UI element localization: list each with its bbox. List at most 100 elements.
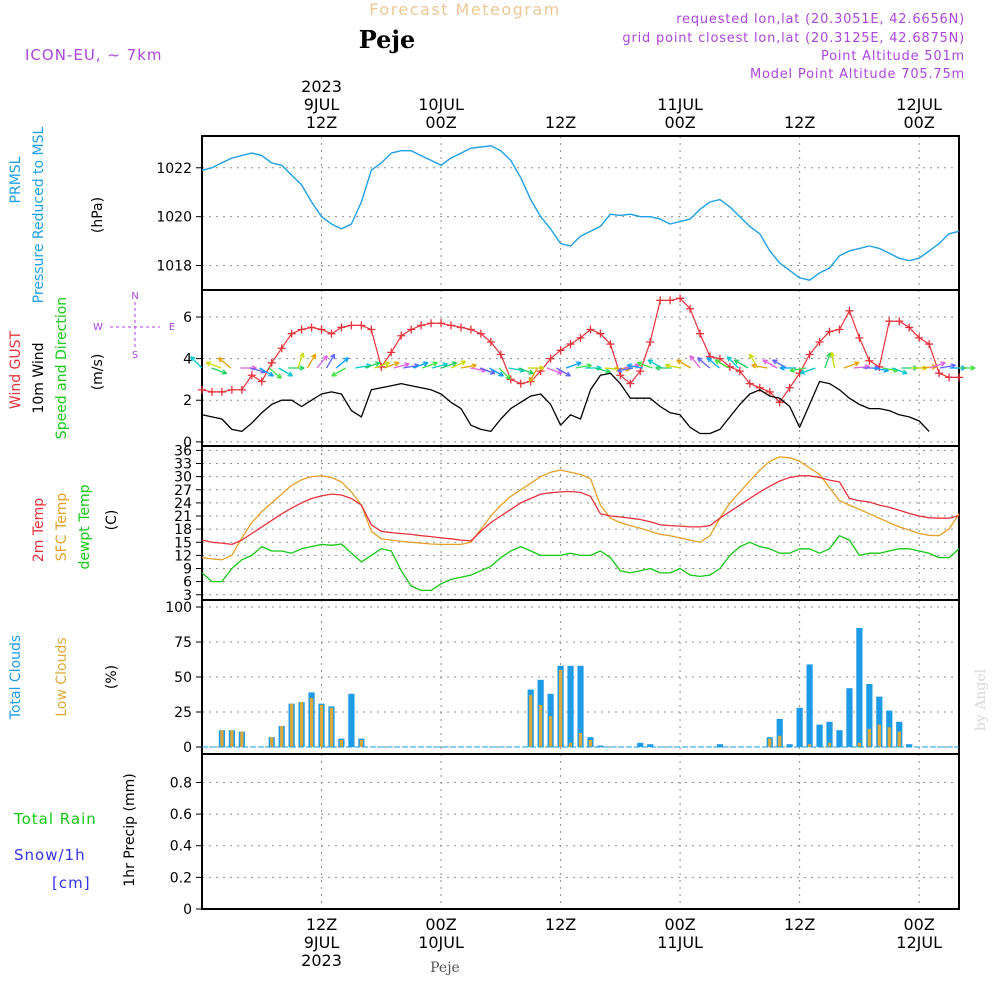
wind-arrow-head [394, 361, 400, 367]
low-cloud-bar [319, 705, 324, 747]
gust-point [297, 325, 306, 334]
wind-arrow-head [190, 356, 196, 362]
gust-point [735, 367, 744, 376]
wind-panel: 0 2 4 6 Wind GUST 10m Wind Speed and Direction… [8, 290, 976, 451]
low-cloud-bar [887, 727, 891, 747]
y-tick-label: 100 [165, 600, 192, 616]
wind-arrow-head [779, 365, 785, 371]
total-cloud-bar [776, 719, 783, 747]
gust-point [626, 379, 635, 388]
wind-arrow-head [539, 365, 545, 371]
wind-arrow-head [565, 371, 571, 377]
total-cloud-bar [806, 664, 813, 747]
top-time-label: 00Z [664, 113, 695, 132]
low-cloud-bar [827, 742, 832, 747]
total-cloud-bar [577, 665, 584, 747]
gust-line [201, 297, 959, 403]
gust-point [496, 350, 505, 359]
wind-arrow [762, 359, 778, 369]
compass-west: W [93, 322, 103, 333]
total-cloud-bar [836, 730, 843, 747]
wind-arrow [714, 359, 730, 369]
gust-point [357, 321, 366, 330]
wind-speed-line [201, 372, 930, 435]
gust-point [696, 329, 705, 338]
wind-arrow [843, 361, 860, 369]
top-time-label: 11JUL [657, 95, 703, 114]
gust-point [437, 319, 446, 328]
gust-point [646, 338, 655, 346]
panel-frame [201, 135, 960, 291]
wind-arrow-head [422, 361, 429, 367]
gust-point [466, 325, 475, 334]
grid-point-coords: grid point closest lon,lat (20.3125E, 42… [622, 31, 965, 46]
gust-point [247, 371, 256, 380]
total-cloud-bar [876, 696, 883, 747]
wind-arrow-head [714, 359, 721, 365]
bottom-time-label: 2023 [301, 951, 342, 970]
wind-arrow [604, 367, 621, 371]
y-tick-label: 21 [174, 509, 192, 525]
gust-point [586, 325, 595, 334]
wind-arrow [508, 367, 525, 372]
gust-point [347, 321, 356, 330]
wind-arrow [355, 364, 372, 369]
wind-arrow [403, 364, 420, 369]
gust-point [546, 354, 555, 363]
wind-arrow [441, 361, 457, 369]
top-time-label: 2023 [301, 77, 342, 96]
wind-arrow [789, 367, 806, 372]
gust-point [486, 338, 495, 346]
temp-unit: (C) [104, 510, 120, 531]
gust-point [905, 323, 914, 332]
top-time-label: 12Z [306, 113, 337, 132]
bottom-time-label: 12Z [306, 915, 337, 934]
wind-arrow-head [749, 353, 755, 360]
low-cloud-bar [220, 730, 224, 747]
y-tick-label: 1018 [156, 259, 192, 275]
low-cloud-bar [230, 730, 234, 747]
sfc-temp-label: SFC Temp [54, 493, 70, 562]
precip-panel: 0 0.2 0.4 0.6 0.8 Total Rain Snow/1h [cm] 1hr Pr… [13, 753, 960, 918]
gust-point [198, 385, 206, 394]
wind-arrow-head [505, 374, 511, 380]
wind-arrow-head [299, 352, 305, 359]
gust-point [427, 319, 436, 328]
gust-point [945, 373, 954, 382]
wind-arrow [470, 367, 487, 372]
wind-arrow-head [762, 359, 769, 365]
pressure-line [201, 145, 960, 281]
total-clouds-label: Total Clouds [8, 635, 24, 720]
wind-arrow [450, 360, 466, 369]
wind-arrow-head [556, 369, 563, 375]
gust-point [566, 340, 575, 349]
wind-arrow [546, 367, 563, 375]
y-tick-label: 36 [174, 443, 192, 459]
wind-arrow-head [970, 365, 976, 371]
gust-point [407, 325, 416, 334]
low-cloud-bar [877, 724, 881, 747]
wind-arrow [489, 367, 504, 377]
y-tick-label: 1020 [156, 210, 192, 226]
wind-arrow [479, 367, 496, 375]
gust-point [516, 379, 525, 388]
bottom-time-label: 11JUL [657, 933, 703, 952]
wind-arrow-head [689, 355, 695, 361]
wind-arrow [306, 353, 316, 369]
y-tick-label: 33 [174, 457, 192, 473]
gust-point [207, 387, 216, 396]
wind-arrow-head [384, 361, 390, 367]
wind-arrow [190, 356, 203, 369]
wind-arrow-head [799, 369, 806, 375]
wind-arrow [431, 363, 448, 369]
wind-arrow-head [205, 361, 212, 367]
low-cloud-bar [290, 703, 294, 747]
wind-arrow [891, 367, 908, 375]
low-cloud-bar [897, 731, 901, 747]
gust-point [676, 294, 685, 303]
wind-arrow [383, 361, 400, 369]
wind-arrow [939, 364, 956, 369]
low-cloud-bar [359, 740, 363, 747]
